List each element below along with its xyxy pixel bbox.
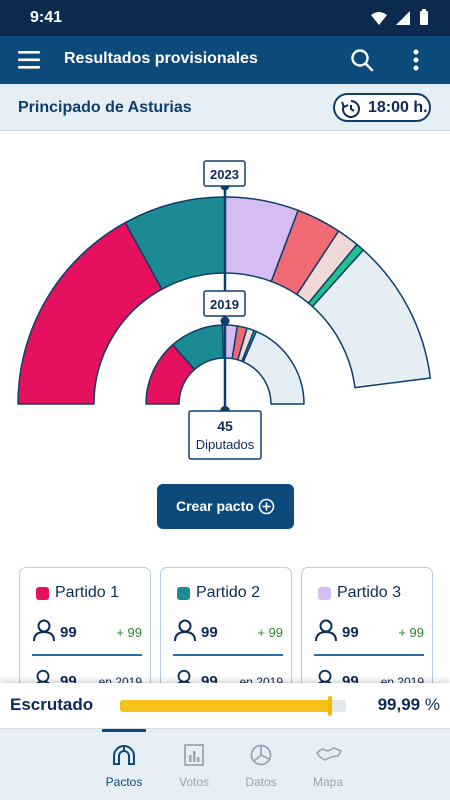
- escrutado-value: 99,99 %: [378, 695, 440, 715]
- bar-chart-icon: [184, 744, 204, 766]
- party-seats: 99: [60, 624, 77, 641]
- escrutado-label: Escrutado: [10, 695, 94, 714]
- app-bar: Resultados provisionales: [0, 36, 450, 84]
- clock-icon: [341, 100, 360, 118]
- nav-active-indicator: [102, 729, 146, 732]
- person-icon: [33, 619, 55, 642]
- signal-icon: [396, 11, 410, 25]
- nav-votos-label: Votos: [178, 775, 210, 789]
- hemicycle-chart: 2023 2019 45 Diputados: [17, 160, 432, 460]
- party-name: Partido 2: [196, 584, 261, 601]
- more-vert-icon: [413, 49, 419, 71]
- majority-dot-inner: [220, 316, 230, 326]
- party-color-swatch: [36, 587, 49, 600]
- nav-mapa[interactable]: Mapa: [292, 729, 364, 800]
- year-label-2023: 2023: [203, 160, 246, 187]
- arch-icon: [113, 745, 135, 765]
- region-name: Principado de Asturias: [18, 99, 192, 116]
- escrutado-progress-fill: [120, 700, 330, 712]
- party-seats-row: 99 + 99: [314, 618, 424, 646]
- time-value: 18:00 h.: [368, 99, 428, 116]
- party-seats-delta: + 99: [116, 625, 142, 640]
- map-icon: [316, 747, 342, 761]
- escrutado-number: 99,99: [377, 695, 421, 714]
- party-seats-row: 99 + 99: [173, 618, 283, 646]
- outer-ring-2023: [17, 196, 432, 405]
- party-divider: [314, 654, 424, 656]
- person-icon: [315, 619, 337, 642]
- status-bar: 9:41: [0, 0, 450, 36]
- add-circle-icon: [258, 498, 275, 515]
- time-selector[interactable]: 18:00 h.: [333, 93, 431, 122]
- escrutado-progress-handle: [328, 696, 332, 716]
- party-seats: 99: [201, 624, 218, 641]
- search-button[interactable]: [348, 46, 376, 74]
- party-seats: 99: [342, 624, 359, 641]
- year-2023-text: 2023: [210, 167, 239, 182]
- more-options-button[interactable]: [408, 46, 424, 74]
- seats-total-unit: Diputados: [196, 437, 255, 452]
- party-divider: [32, 654, 142, 656]
- region-bar: Principado de Asturias 18:00 h.: [0, 84, 450, 131]
- person-icon: [174, 619, 196, 642]
- escrutado-bar: Escrutado 99,99 %: [0, 683, 450, 728]
- party-name: Partido 1: [55, 584, 120, 601]
- party-seats-row: 99 + 99: [32, 618, 142, 646]
- menu-button[interactable]: [14, 46, 44, 74]
- party-color-swatch: [177, 587, 190, 600]
- app-title: Resultados provisionales: [64, 50, 258, 67]
- status-icons: [371, 9, 428, 25]
- escrutado-unit: %: [424, 695, 440, 714]
- nav-pactos[interactable]: Pactos: [88, 729, 160, 800]
- escrutado-progress: [120, 696, 346, 716]
- wifi-icon: [371, 12, 387, 25]
- party-seats-delta: + 99: [257, 625, 283, 640]
- bottom-nav: Pactos Votos Datos Mapa: [0, 728, 450, 800]
- seats-total-label: 45 Diputados: [188, 410, 262, 460]
- nav-datos[interactable]: Datos: [225, 729, 297, 800]
- create-pact-button[interactable]: Crear pacto: [157, 484, 294, 529]
- status-time: 9:41: [30, 9, 63, 26]
- seats-total-value: 45: [217, 418, 233, 434]
- battery-icon: [420, 11, 428, 25]
- outer-segment-7: [311, 249, 432, 389]
- nav-datos-label: Datos: [245, 775, 277, 789]
- inner-ring-2019: [145, 324, 305, 405]
- hamburger-icon: [18, 51, 40, 69]
- create-pact-label: Crear pacto: [176, 498, 254, 514]
- party-divider: [173, 654, 283, 656]
- party-name: Partido 3: [337, 584, 402, 601]
- inner-segment-7: [242, 330, 305, 405]
- year-2019-text: 2019: [210, 297, 239, 312]
- pie-icon: [250, 744, 272, 766]
- party-color-swatch: [318, 587, 331, 600]
- nav-mapa-label: Mapa: [312, 775, 344, 789]
- nav-votos[interactable]: Votos: [158, 729, 230, 800]
- nav-pactos-label: Pactos: [105, 775, 143, 789]
- party-seats-delta: + 99: [398, 625, 424, 640]
- year-label-2019: 2019: [203, 290, 246, 317]
- search-icon: [351, 49, 374, 72]
